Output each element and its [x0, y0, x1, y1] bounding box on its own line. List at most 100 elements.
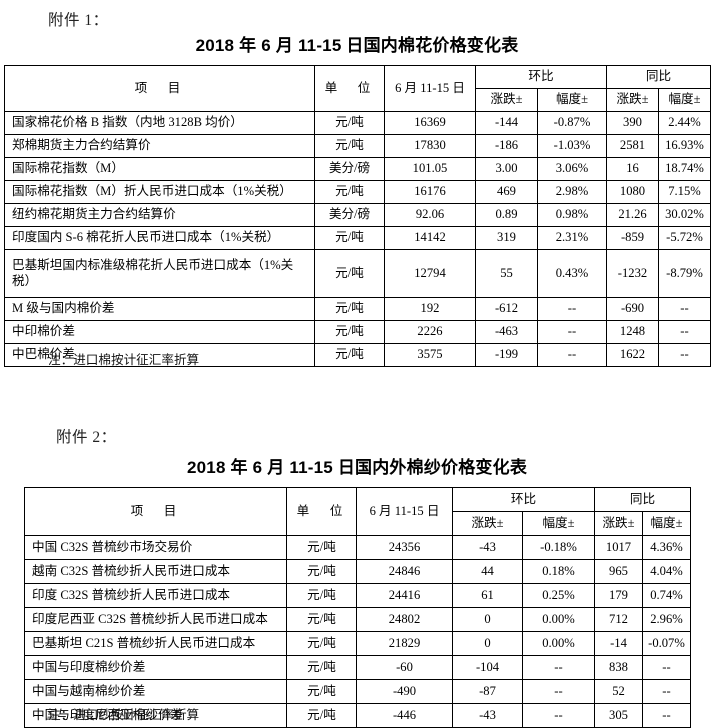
- row-chain-change: -43: [452, 535, 523, 560]
- row-year-change: 712: [594, 607, 643, 632]
- table-row: 印度尼西亚 C32S 普梳纱折人民币进口成本 元/吨 24802 0 0.00%…: [24, 607, 691, 632]
- header-group-year: 同比: [594, 487, 691, 512]
- row-chain-change: -87: [452, 679, 523, 704]
- row-year-change: -1232: [606, 249, 659, 298]
- row-year-change: 21.26: [606, 203, 659, 227]
- row-value: 12794: [384, 249, 476, 298]
- row-value: 101.05: [384, 157, 476, 181]
- table-row: 国际棉花指数（M）折人民币进口成本（1%关税） 元/吨 16176 469 2.…: [4, 180, 711, 204]
- row-year-range: --: [658, 343, 711, 367]
- header-year-range: 幅度±: [658, 88, 711, 112]
- row-year-range: --: [642, 655, 691, 680]
- row-chain-range: -0.18%: [522, 535, 595, 560]
- table-row: 纽约棉花期货主力合约结算价 美分/磅 92.06 0.89 0.98% 21.2…: [4, 203, 711, 227]
- row-value: 24416: [356, 583, 453, 608]
- header-group-chain: 环比: [452, 487, 595, 512]
- table-row: 中国 C32S 普梳纱市场交易价 元/吨 24356 -43 -0.18% 10…: [24, 535, 691, 560]
- row-chain-range: --: [522, 679, 595, 704]
- table-header-row-1: 项 目 单 位 6 月 11-15 日 环比 同比: [4, 65, 711, 112]
- row-value: -60: [356, 655, 453, 680]
- table-row: 巴基斯坦国内标准级棉花折人民币进口成本（1%关税） 元/吨 12794 55 0…: [4, 249, 711, 298]
- row-unit: 元/吨: [314, 134, 385, 158]
- row-year-change: -859: [606, 226, 659, 250]
- attachment-1-title: 2018 年 6 月 11-15 日国内棉花价格变化表: [195, 36, 519, 55]
- attachment-1-note: 注：进口棉按计征汇率折算: [48, 353, 200, 367]
- row-unit: 元/吨: [314, 226, 385, 250]
- header-chain-change: 涨跌±: [475, 88, 538, 112]
- attachment-2-title: 2018 年 6 月 11-15 日国内外棉纱价格变化表: [186, 458, 528, 477]
- row-item: M 级与国内棉价差: [4, 297, 315, 321]
- yarn-price-table: 项 目 单 位 6 月 11-15 日 环比 同比 涨跌± 幅度± 涨跌± 幅度…: [24, 487, 691, 728]
- attachment-2-label: 附件 2：: [56, 429, 117, 446]
- header-group-chain: 环比: [475, 65, 607, 89]
- row-unit: 元/吨: [286, 631, 357, 656]
- row-chain-change: 0.89: [475, 203, 538, 227]
- header-chain-range: 幅度±: [522, 511, 595, 536]
- row-item: 越南 C32S 普梳纱折人民币进口成本: [24, 559, 287, 584]
- row-value: 17830: [384, 134, 476, 158]
- row-chain-change: -104: [452, 655, 523, 680]
- header-group-year: 同比: [606, 65, 711, 89]
- row-chain-change: -612: [475, 297, 538, 321]
- row-chain-change: 61: [452, 583, 523, 608]
- row-year-change: 965: [594, 559, 643, 584]
- header-year-change: 涨跌±: [606, 88, 659, 112]
- row-year-range: 30.02%: [658, 203, 711, 227]
- row-unit: 元/吨: [314, 180, 385, 204]
- row-year-change: -14: [594, 631, 643, 656]
- row-year-change: 52: [594, 679, 643, 704]
- row-value: 21829: [356, 631, 453, 656]
- row-value: 24846: [356, 559, 453, 584]
- row-value: 16369: [384, 111, 476, 135]
- row-item: 中国与越南棉纱价差: [24, 679, 287, 704]
- row-unit: 元/吨: [314, 297, 385, 321]
- row-chain-change: 319: [475, 226, 538, 250]
- row-item: 纽约棉花期货主力合约结算价: [4, 203, 315, 227]
- row-item: 巴基斯坦 C21S 普梳纱折人民币进口成本: [24, 631, 287, 656]
- row-chain-range: 2.98%: [537, 180, 607, 204]
- row-year-range: --: [642, 679, 691, 704]
- table-row: 中巴棉价差 元/吨 3575 -199 -- 1622 --: [4, 343, 711, 367]
- row-chain-range: 2.31%: [537, 226, 607, 250]
- row-chain-change: -199: [475, 343, 538, 367]
- table-header-row-2: 涨跌± 幅度± 涨跌± 幅度±: [5, 88, 711, 112]
- header-unit: 单 位: [286, 487, 357, 536]
- row-chain-range: 0.25%: [522, 583, 595, 608]
- row-chain-range: -0.87%: [537, 111, 607, 135]
- row-chain-range: --: [522, 655, 595, 680]
- table-row: 印度国内 S-6 棉花折人民币进口成本（1%关税） 元/吨 14142 319 …: [4, 226, 711, 250]
- row-year-change: 838: [594, 655, 643, 680]
- row-year-change: 179: [594, 583, 643, 608]
- row-year-change: 1080: [606, 180, 659, 204]
- table-row: 印度 C32S 普梳纱折人民币进口成本 元/吨 24416 61 0.25% 1…: [24, 583, 691, 608]
- row-unit: 元/吨: [286, 607, 357, 632]
- table-row: 中国与印度棉纱价差 元/吨 -60 -104 -- 838 --: [24, 655, 691, 680]
- row-chain-change: 0: [452, 631, 523, 656]
- row-value: 3575: [384, 343, 476, 367]
- row-year-range: -8.79%: [658, 249, 711, 298]
- table-row: M 级与国内棉价差 元/吨 192 -612 -- -690 --: [4, 297, 711, 321]
- row-year-range: 2.44%: [658, 111, 711, 135]
- row-value: 192: [384, 297, 476, 321]
- row-value: 2226: [384, 320, 476, 344]
- row-item: 印度国内 S-6 棉花折人民币进口成本（1%关税）: [4, 226, 315, 250]
- row-item: 中国与印度棉纱价差: [24, 655, 287, 680]
- row-unit: 元/吨: [314, 320, 385, 344]
- table-row: 中印棉价差 元/吨 2226 -463 -- 1248 --: [4, 320, 711, 344]
- row-year-change: 1622: [606, 343, 659, 367]
- row-item: 郑棉期货主力合约结算价: [4, 134, 315, 158]
- header-unit: 单 位: [314, 65, 385, 112]
- row-year-range: -0.07%: [642, 631, 691, 656]
- row-chain-change: 55: [475, 249, 538, 298]
- row-item: 印度尼西亚 C32S 普梳纱折人民币进口成本: [24, 607, 287, 632]
- header-year-change: 涨跌±: [594, 511, 643, 536]
- row-item: 印度 C32S 普梳纱折人民币进口成本: [24, 583, 287, 608]
- cotton-price-table: 项 目 单 位 6 月 11-15 日 环比 同比 涨跌± 幅度± 涨跌± 幅度…: [4, 65, 711, 367]
- attachment-2-note: 注：进口纱按计征汇率折算: [48, 708, 200, 722]
- row-chain-range: 0.00%: [522, 607, 595, 632]
- row-item: 巴基斯坦国内标准级棉花折人民币进口成本（1%关税）: [4, 249, 315, 298]
- row-year-range: 18.74%: [658, 157, 711, 181]
- row-year-change: 1248: [606, 320, 659, 344]
- row-item: 国际棉花指数（M）: [4, 157, 315, 181]
- row-chain-range: 3.06%: [537, 157, 607, 181]
